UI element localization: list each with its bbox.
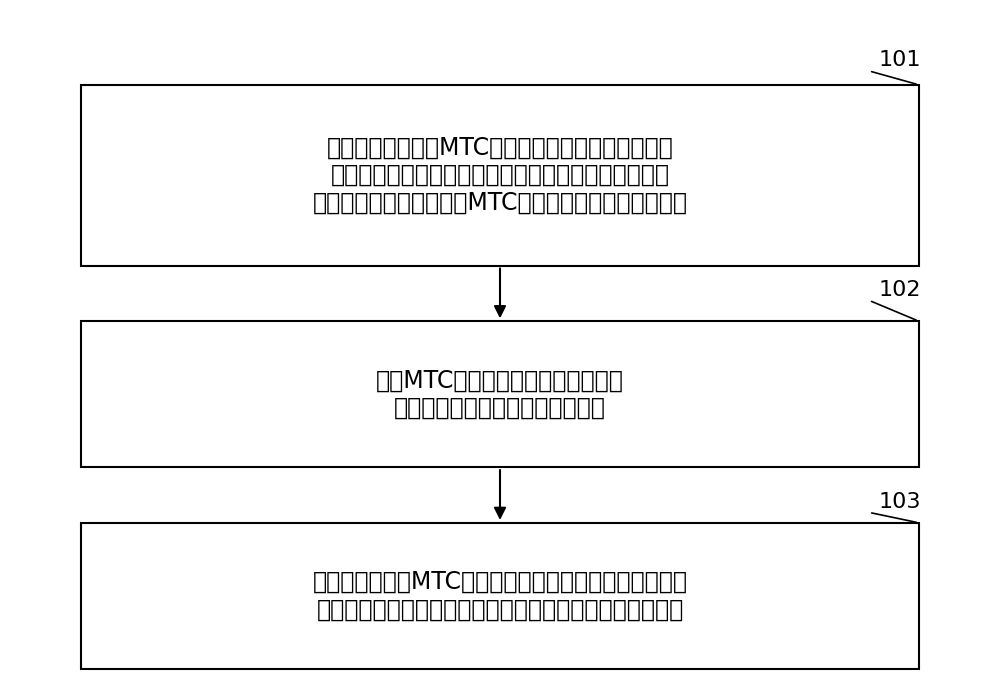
FancyBboxPatch shape xyxy=(81,85,919,265)
Text: 101: 101 xyxy=(879,50,921,70)
Text: 103: 103 xyxy=(879,492,921,512)
Text: 处于节电状态的MTC终端根据获得的寻呼周期控制信息周
期性监听寻呼信道，且在监听到寻呼消息时，进入连接状态: 处于节电状态的MTC终端根据获得的寻呼周期控制信息周 期性监听寻呼信道，且在监听… xyxy=(312,570,688,622)
Text: 102: 102 xyxy=(879,280,921,300)
Text: 所述MTC终端获得网络节点配置的寻
呼周期控制信息，并进入节电状态: 所述MTC终端获得网络节点配置的寻 呼周期控制信息，并进入节电状态 xyxy=(376,369,624,420)
FancyBboxPatch shape xyxy=(81,523,919,669)
FancyBboxPatch shape xyxy=(81,321,919,467)
Text: 当处于连接状态的MTC终端在设定时间内不进行通信
时，向网络节点发送节电指示信息，所述节电指示信息
用于通知网络节点为所述MTC终端配置寻呼周期控制信息: 当处于连接状态的MTC终端在设定时间内不进行通信 时，向网络节点发送节电指示信息… xyxy=(312,135,688,215)
